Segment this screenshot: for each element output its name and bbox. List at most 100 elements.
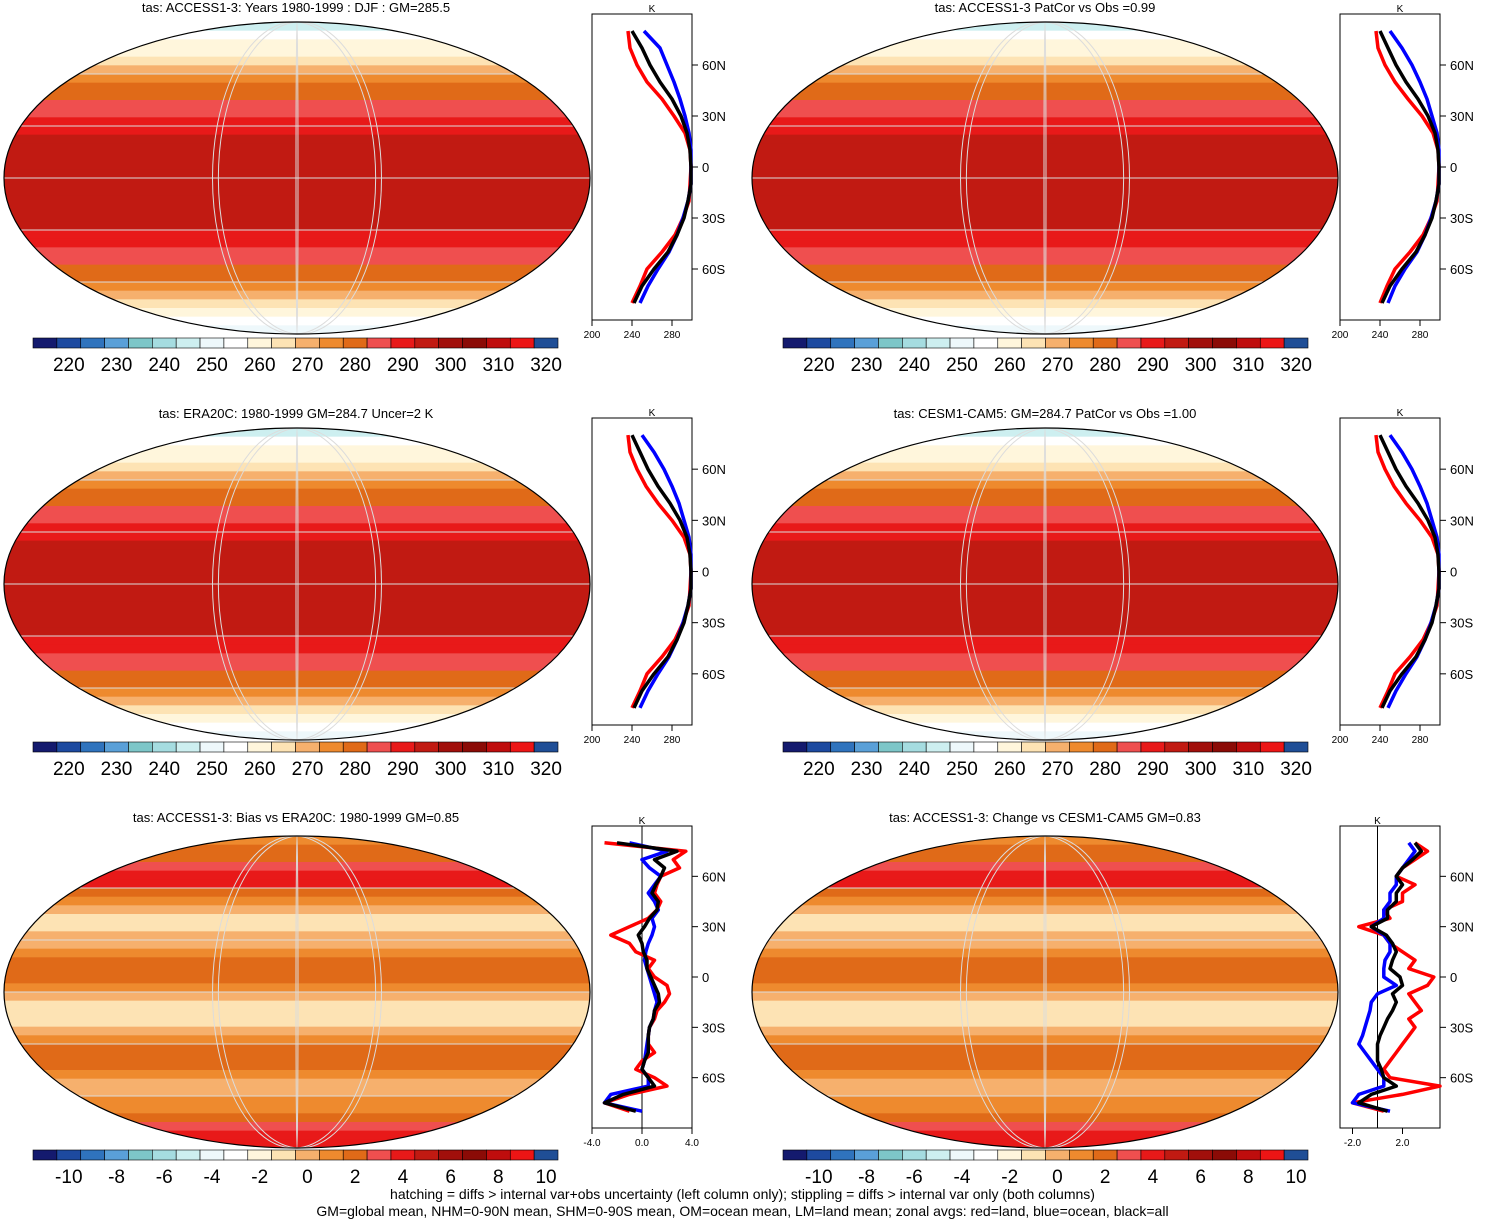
map-band bbox=[4, 957, 590, 967]
colorbar-swatch bbox=[1212, 337, 1237, 349]
map-band bbox=[4, 914, 590, 924]
zonal-profile: K 60N 30N 0 30S 60S 200 240 280 bbox=[1332, 4, 1474, 341]
colorbar-tick-label: 230 bbox=[851, 759, 883, 780]
map-band bbox=[752, 471, 1338, 481]
panel-title: tas: ERA20C: 1980-1999 GM=284.7 Uncer=2 … bbox=[159, 406, 434, 421]
map-band bbox=[4, 1104, 590, 1115]
map-band bbox=[4, 870, 590, 881]
colorbar-swatch bbox=[1021, 1149, 1046, 1161]
map-band bbox=[4, 931, 590, 941]
colorbar-swatch bbox=[1188, 1149, 1213, 1161]
colorbar-tick-label: 240 bbox=[148, 355, 180, 376]
colorbar-tick-label: 0 bbox=[1052, 1167, 1063, 1188]
map-band bbox=[4, 1070, 590, 1080]
graticule-meridian bbox=[217, 836, 383, 1148]
map-band bbox=[752, 273, 1338, 283]
colorbar-swatch bbox=[533, 1149, 559, 1161]
map-band bbox=[752, 714, 1338, 724]
zonal-profile: K 60N 30N 0 30S 60S 200 240 280 bbox=[584, 4, 726, 341]
colorbar-swatch bbox=[104, 1149, 129, 1161]
map-band bbox=[752, 178, 1338, 188]
x-tick-label: 0.0 bbox=[635, 1138, 649, 1149]
colorbar-swatch bbox=[806, 1149, 832, 1161]
colorbar-swatch bbox=[1164, 1149, 1189, 1161]
colorbar-tick-label: 250 bbox=[196, 355, 228, 376]
map-band bbox=[4, 896, 590, 907]
map-band bbox=[4, 592, 590, 603]
map-band bbox=[752, 221, 1338, 231]
map-band bbox=[4, 65, 590, 75]
map-band bbox=[4, 566, 590, 577]
zonal-frame bbox=[1339, 13, 1441, 321]
colorbar-swatch bbox=[199, 337, 225, 349]
colorbar-tick-label: -10 bbox=[55, 1167, 82, 1188]
graticule-meridian bbox=[211, 836, 377, 1148]
map-band bbox=[4, 186, 590, 197]
colorbar-swatch bbox=[1140, 741, 1166, 753]
x-tick-label: 2.0 bbox=[1396, 1138, 1410, 1149]
graticule-meridian bbox=[959, 428, 1125, 740]
zonal-series-black bbox=[1378, 30, 1441, 304]
colorbar-swatch bbox=[1188, 337, 1213, 349]
colorbar-swatch bbox=[438, 741, 463, 753]
lat-tick-label: 30N bbox=[1450, 513, 1474, 528]
map-band bbox=[4, 670, 590, 681]
colorbar-swatch bbox=[1045, 337, 1070, 349]
map-outline bbox=[751, 835, 1339, 1149]
colorbar-swatch bbox=[1283, 337, 1309, 349]
map-band bbox=[752, 853, 1338, 863]
map-band bbox=[752, 195, 1338, 205]
colorbar-swatch bbox=[128, 337, 153, 349]
colorbar-swatch bbox=[56, 741, 82, 753]
map-band bbox=[752, 836, 1338, 846]
colorbar-swatch bbox=[175, 741, 201, 753]
colorbar-swatch bbox=[1259, 1149, 1285, 1161]
x-tick-label: 200 bbox=[1332, 330, 1349, 341]
colorbar-swatch bbox=[949, 741, 975, 753]
colorbar-swatch bbox=[152, 1149, 177, 1161]
colorbar-swatch bbox=[80, 741, 105, 753]
map-band bbox=[4, 1122, 590, 1132]
colorbar-swatch bbox=[902, 1149, 927, 1161]
map-band bbox=[4, 618, 590, 629]
colorbar-swatch bbox=[390, 741, 416, 753]
map-band bbox=[4, 705, 590, 715]
colorbar-swatch bbox=[271, 337, 296, 349]
map-band bbox=[752, 931, 1338, 941]
colorbar-tick-label: 320 bbox=[1280, 355, 1312, 376]
map-band bbox=[752, 636, 1338, 646]
map-band bbox=[4, 1009, 590, 1019]
colorbar-swatch bbox=[1212, 1149, 1237, 1161]
colorbar-tick-label: 270 bbox=[1042, 355, 1074, 376]
map-band bbox=[752, 566, 1338, 577]
colorbar-swatch bbox=[319, 741, 344, 753]
map-band bbox=[752, 65, 1338, 75]
colorbar-swatch bbox=[533, 741, 559, 753]
map-band bbox=[4, 627, 590, 637]
map-band bbox=[4, 722, 590, 733]
panel-6: tas: ACCESS1-3: Change vs CESM1-CAM5 GM=… bbox=[751, 810, 1474, 1188]
map-band bbox=[4, 462, 590, 473]
lat-tick-label: 0 bbox=[1450, 565, 1457, 580]
graticule-meridian bbox=[295, 836, 299, 1148]
colorbar-swatch bbox=[414, 337, 439, 349]
map-band bbox=[4, 879, 590, 889]
colorbar-swatch bbox=[366, 1149, 392, 1161]
colorbar-swatch bbox=[56, 1149, 82, 1161]
colorbar-swatch bbox=[56, 337, 82, 349]
colorbar-tick-label: 2 bbox=[350, 1167, 361, 1188]
colorbar-swatch bbox=[1236, 337, 1261, 349]
colorbar-swatch bbox=[925, 337, 951, 349]
zonal-profile: K 60N 30N 0 30S 60S 200 240 280 bbox=[1332, 408, 1474, 746]
map-band bbox=[752, 308, 1338, 318]
lat-tick-label: 30N bbox=[1450, 109, 1474, 124]
map-band bbox=[4, 653, 590, 663]
map-band bbox=[752, 879, 1338, 889]
zonal-series-black bbox=[1357, 841, 1424, 1113]
map-band bbox=[4, 117, 590, 127]
map-band bbox=[4, 273, 590, 283]
map-band bbox=[4, 212, 590, 223]
map-band bbox=[752, 914, 1338, 924]
map-band bbox=[752, 540, 1338, 551]
lat-tick-label: 0 bbox=[702, 160, 709, 175]
